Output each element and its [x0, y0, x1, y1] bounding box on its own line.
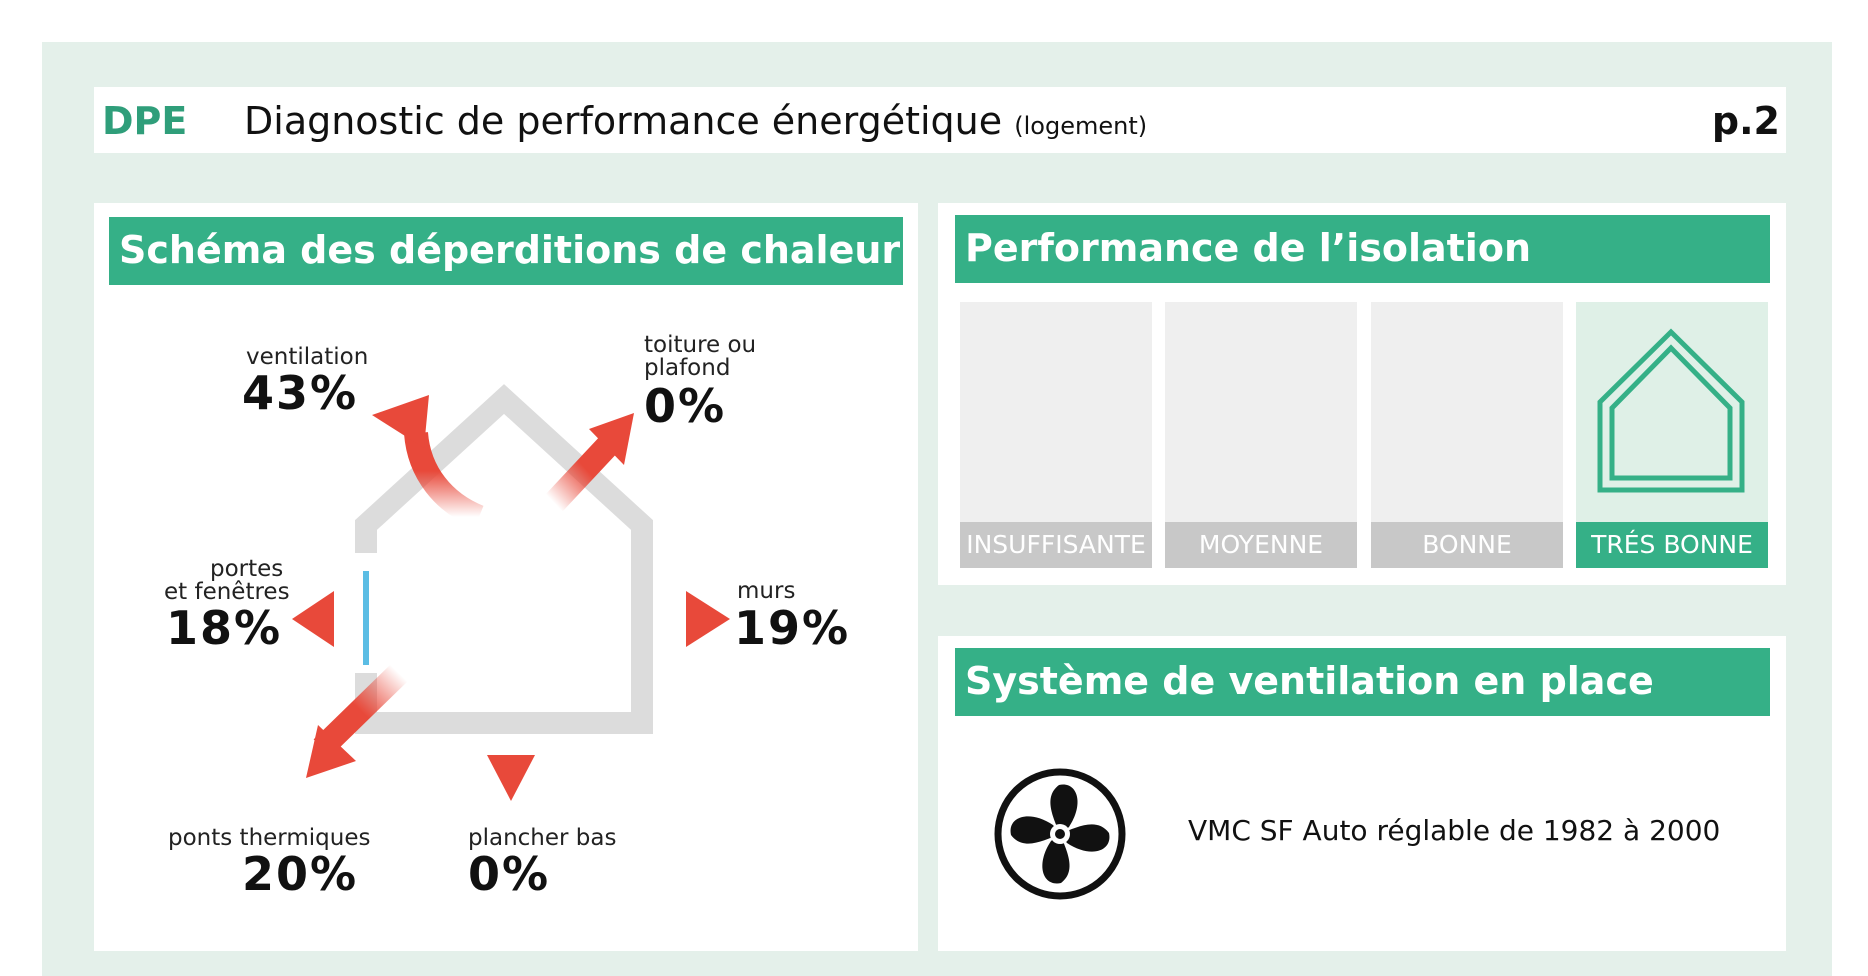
ventilation-panel: Système de ventilation en place VMC SF A…: [938, 636, 1786, 951]
windows-label-line1: portes: [210, 556, 284, 582]
walls-arrow: [614, 591, 730, 647]
insulation-panel: Performance de l’isolation INSUFFISANTE …: [938, 203, 1786, 585]
roof-label-line2: plafond: [644, 355, 731, 381]
windows-percent: 18%: [166, 601, 283, 655]
ventilation-description: VMC SF Auto réglable de 1982 à 2000: [1188, 814, 1721, 847]
page-number: p.2: [1711, 99, 1780, 143]
floor-percent: 0%: [468, 847, 551, 901]
document-header: DPE Diagnostic de performance énergétiqu…: [94, 87, 1786, 153]
floor-label: plancher bas: [468, 825, 617, 851]
insulation-level-tres-bonne: TRÉS BONNE: [1576, 302, 1768, 568]
roof-percent: 0%: [644, 379, 727, 433]
thermal-bridges-arrow: [306, 664, 408, 778]
header-title: Diagnostic de performance énergétique (l…: [244, 99, 1147, 143]
ventilation-percent: 43%: [242, 366, 359, 420]
ventilation-label: ventilation: [246, 344, 369, 370]
windows-label-line2: et fenêtres: [164, 579, 290, 605]
insulation-level-moyenne: MOYENNE: [1165, 302, 1357, 568]
walls-percent: 19%: [734, 601, 851, 655]
insulation-level-bonne: BONNE: [1371, 302, 1563, 568]
insulation-level-label: BONNE: [1371, 522, 1563, 568]
windows-arrow: [292, 591, 414, 647]
ventilation-title: Système de ventilation en place: [955, 648, 1770, 716]
header-subtitle: (logement): [1014, 112, 1148, 140]
insulation-title: Performance de l’isolation: [955, 215, 1770, 283]
heat-loss-diagram: [292, 384, 730, 801]
ventilation-arrow: [372, 395, 484, 529]
roof-arrow: [545, 413, 634, 512]
heat-loss-panel: Schéma des déperditions de chaleur: [94, 203, 918, 951]
header-code: DPE: [102, 99, 188, 143]
insulation-level-label: TRÉS BONNE: [1576, 522, 1768, 568]
insulation-level-insuffisante: INSUFFISANTE: [960, 302, 1152, 568]
header-title-text: Diagnostic de performance énergétique: [244, 99, 1003, 143]
floor-arrow: [487, 693, 535, 801]
insulation-level-label: INSUFFISANTE: [960, 522, 1152, 568]
thermal-bridges-label: ponts thermiques: [168, 825, 371, 851]
roof-label-line1: toiture ou: [644, 332, 757, 358]
house-outline-icon: [1597, 328, 1745, 493]
insulation-level-label: MOYENNE: [1165, 522, 1357, 568]
thermal-bridges-percent: 20%: [242, 847, 359, 901]
fan-icon: [994, 768, 1126, 900]
heat-loss-title: Schéma des déperditions de chaleur: [109, 217, 903, 285]
walls-label: murs: [737, 578, 796, 604]
